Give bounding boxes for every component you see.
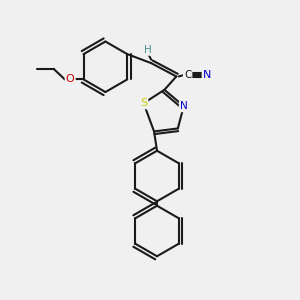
Text: N: N <box>180 101 188 111</box>
Text: N: N <box>203 70 211 80</box>
Text: C: C <box>184 70 191 80</box>
Text: S: S <box>140 98 147 108</box>
Text: H: H <box>144 45 152 55</box>
Text: O: O <box>66 74 74 84</box>
